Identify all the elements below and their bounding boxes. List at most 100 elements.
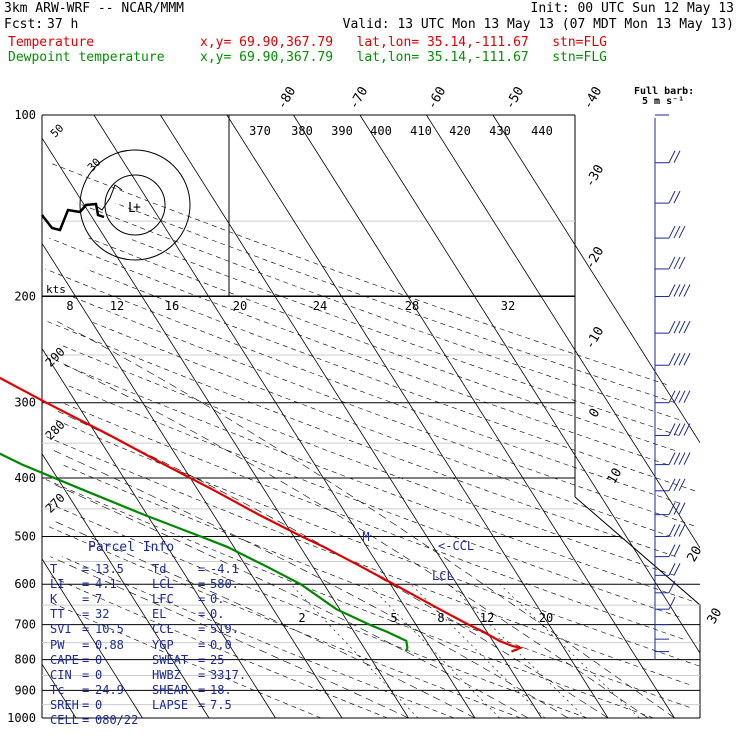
- hodograph-ring-label: 50: [48, 122, 67, 141]
- hodograph-storm-motion: [94, 184, 123, 211]
- dry-adiabat: [49, 237, 668, 465]
- wind-barb-flag: [683, 284, 691, 297]
- sounding-traces: [0, 376, 524, 653]
- isotherm-label: -80: [275, 84, 300, 112]
- wind-barb-flag: [683, 452, 691, 465]
- theta-label: 410: [410, 124, 432, 138]
- wind-barb-flag: [678, 478, 686, 492]
- theta-label: 380: [291, 124, 313, 138]
- isotherm-line: [41, 558, 143, 719]
- wind-barb-flag: [678, 502, 686, 515]
- wind-barb-flag: [668, 452, 676, 465]
- parcel-info-key: LFC: [152, 592, 174, 606]
- parcel-info-key: T: [50, 562, 58, 576]
- parcel-info-key: LAPSE: [152, 698, 189, 712]
- wind-barb-flag: [678, 256, 686, 270]
- moist-adiabat: [45, 354, 649, 719]
- parcel-info-eq: =: [198, 638, 206, 652]
- mixing-ratio-label: 12: [480, 611, 494, 625]
- parcel-info-value: 18.: [210, 683, 232, 697]
- wind-barb-flag: [668, 190, 676, 204]
- hodograph-speed-label: 24: [313, 299, 327, 313]
- isotherm-line: [426, 114, 701, 549]
- wind-barb-flag: [673, 544, 681, 557]
- parcel-info-value: 0: [95, 668, 103, 682]
- temperature-trace: [0, 376, 524, 653]
- wind-barb-flag: [673, 150, 681, 163]
- moist-adiabat: [54, 484, 529, 719]
- dry-adiabat: [47, 321, 676, 557]
- parcel-info-eq: =: [82, 668, 90, 682]
- pressure-tick-label: 800: [14, 653, 36, 667]
- pressure-tick-label: 900: [14, 683, 36, 697]
- parcel-info-value: 13.5: [95, 562, 124, 576]
- isotherm-label: 20: [685, 544, 706, 565]
- wind-barb-flag: [678, 390, 686, 403]
- dry-adiabat: [43, 435, 690, 685]
- wind-barb-flag: [678, 284, 686, 297]
- isotherm-label: 10: [605, 466, 626, 487]
- wind-barb-flag: [678, 423, 686, 436]
- wind-barb-flag: [668, 150, 676, 163]
- wind-barb-flag: [683, 423, 691, 436]
- parcel-info-eq: =: [82, 638, 90, 652]
- parcel-info-eq: =: [198, 622, 206, 636]
- mixing-ratio-line: [449, 583, 586, 719]
- annotation-lcl: LCL: [432, 569, 454, 583]
- wind-barb-flag: [678, 225, 686, 239]
- parcel-info-key: SREH: [50, 698, 79, 712]
- pressure-tick-label: 400: [14, 471, 36, 485]
- parcel-info-value: 3317.: [210, 668, 247, 682]
- parcel-info-eq: =: [198, 668, 206, 682]
- isotherm-label: -30: [583, 162, 608, 190]
- parcel-info-key: CAPE: [50, 653, 79, 667]
- isotherm-label: -20: [583, 244, 608, 272]
- dry-adiabat: [127, 237, 679, 436]
- hodograph-center-marker: +: [133, 200, 141, 215]
- hodograph-speed-label: 28: [405, 299, 419, 313]
- wind-barb-flag: [668, 353, 676, 366]
- wind-barb-flag: [668, 423, 676, 436]
- parcel-info-key: CELL: [50, 713, 79, 727]
- parcel-info-eq: =: [82, 592, 90, 606]
- dry-adiabat: [65, 384, 680, 618]
- parcel-info-value: 0: [95, 698, 103, 712]
- theta-label: 430: [489, 124, 511, 138]
- isotherm-label: 30: [705, 606, 726, 627]
- theta-left-label: 270: [43, 491, 68, 516]
- parcel-info-value: 32: [95, 607, 110, 621]
- dry-adiabat: [64, 364, 693, 602]
- pressure-tick-label: 1000: [7, 711, 36, 725]
- parcel-info-key: SWEAT: [152, 653, 189, 667]
- pressure-tick-label: 200: [14, 290, 36, 304]
- dry-adiabat: [71, 296, 694, 527]
- model-title: 3km ARW-WRF -- NCAR/MMM: [4, 1, 185, 16]
- fcst-value: 37 h: [47, 17, 79, 32]
- moist-adiabat: [57, 411, 609, 719]
- parcel-info-eq: =: [198, 683, 206, 697]
- wind-barb-flag: [668, 502, 676, 515]
- wind-barb-flag: [668, 544, 676, 557]
- isotherm-line: [492, 114, 701, 443]
- parcel-info-eq: =: [82, 607, 90, 621]
- parcel-info-value: 519.: [210, 622, 239, 636]
- isotherm-label: -10: [583, 324, 608, 352]
- hodograph-speed-label: 12: [110, 299, 124, 313]
- fcst-label: Fcst:: [4, 17, 44, 32]
- mixing-ratio-line: [368, 583, 500, 719]
- wind-barb-flag: [668, 390, 676, 403]
- wind-barb-flag: [673, 423, 681, 436]
- parcel-info-eq: =: [198, 698, 206, 712]
- wind-barb-flag: [683, 390, 691, 403]
- parcel-info-key: PW: [50, 638, 65, 652]
- dry-adiabat: [49, 162, 667, 385]
- barb-legend-value: 5 m s⁻¹: [642, 96, 685, 107]
- wind-barb-flag: [678, 452, 686, 465]
- parcel-info-eq: =: [82, 698, 90, 712]
- wind-barb-flag: [673, 452, 681, 465]
- theta-label: 370: [249, 124, 271, 138]
- hodograph-speed-label: 16: [165, 299, 179, 313]
- theta-left-label: 280: [43, 418, 68, 443]
- wind-barb-flag: [673, 390, 681, 403]
